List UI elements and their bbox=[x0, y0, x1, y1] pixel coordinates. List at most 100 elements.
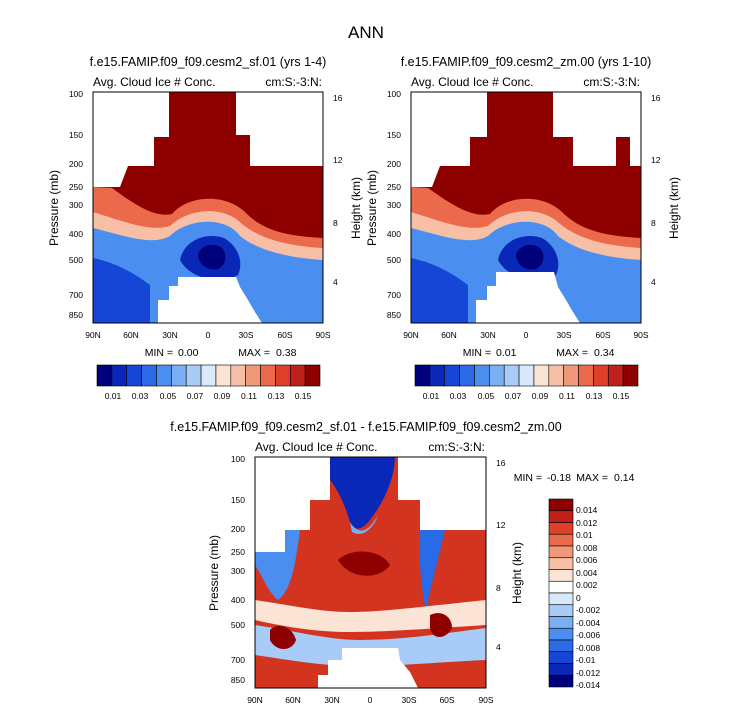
y-axis-label: Pressure (mb) bbox=[47, 170, 61, 246]
lower-left-blue bbox=[411, 258, 468, 323]
min-label: MIN = bbox=[463, 347, 491, 359]
lower-left-blue bbox=[93, 258, 150, 323]
y-tick-label: 250 bbox=[69, 182, 83, 192]
right-blue-streak bbox=[419, 530, 445, 610]
colorbar-swatch bbox=[126, 364, 142, 387]
colorbar-swatch bbox=[548, 545, 574, 559]
panel-sf01: f.e15.FAMIP.f09_f09.cesm2_sf.01 (yrs 1-4… bbox=[47, 55, 363, 401]
y-tick-label: 250 bbox=[387, 182, 401, 192]
x-ticks: 90N 60N 30N 0 30S 60S 90S bbox=[85, 330, 331, 340]
field-label: Avg. Cloud Ice # Conc. bbox=[411, 75, 534, 89]
colorbar-swatch bbox=[111, 364, 128, 387]
y2-ticks: 16 12 8 4 bbox=[496, 458, 506, 652]
colorbar-swatch bbox=[533, 364, 550, 387]
colorbar-swatch bbox=[171, 364, 187, 387]
y-ticks: 100 150 200 250 300 400 500 700 850 bbox=[231, 454, 245, 685]
colorbar-label: 0.13 bbox=[586, 391, 603, 401]
colorbar-swatch bbox=[215, 364, 232, 387]
colorbar-swatch bbox=[548, 592, 574, 606]
colorbar-label: 0.11 bbox=[559, 391, 575, 401]
surface-data-gap bbox=[158, 277, 262, 323]
panel-title: f.e15.FAMIP.f09_f09.cesm2_sf.01 (yrs 1-4… bbox=[90, 55, 327, 69]
y-tick-label: 850 bbox=[69, 310, 83, 320]
left-blue-column bbox=[255, 530, 300, 600]
colorbar-label: 0 bbox=[576, 593, 581, 603]
y-tick-label: 400 bbox=[387, 229, 401, 239]
colorbar-swatch bbox=[230, 364, 246, 387]
colorbar-label: 0.09 bbox=[214, 391, 231, 401]
y2-tick-label: 8 bbox=[496, 583, 501, 593]
colorbar-swatch bbox=[548, 674, 574, 688]
field-label: Avg. Cloud Ice # Conc. bbox=[93, 75, 216, 89]
y-tick-label: 700 bbox=[387, 290, 401, 300]
x-tick-label: 90N bbox=[85, 330, 101, 340]
colorbar-label: 0.15 bbox=[295, 391, 312, 401]
plot-area bbox=[93, 92, 323, 323]
colorbar-swatch bbox=[622, 364, 639, 387]
panel-title: f.e15.FAMIP.f09_f09.cesm2_sf.01 - f.e15.… bbox=[170, 420, 561, 434]
plot-frame bbox=[92, 91, 324, 324]
y2-tick-label: 12 bbox=[333, 155, 343, 165]
dark-red-pockets bbox=[270, 551, 452, 649]
colorbar-swatch bbox=[245, 364, 261, 387]
plot-frame bbox=[254, 456, 487, 689]
max-value: 0.34 bbox=[594, 347, 615, 359]
x-tick-label: 0 bbox=[206, 330, 211, 340]
min-value: 0.01 bbox=[496, 347, 517, 359]
colorbar-swatch bbox=[489, 364, 505, 387]
y2-axis-label: Height (km) bbox=[667, 177, 681, 239]
colorbar-swatch bbox=[548, 604, 574, 617]
y-tick-label: 200 bbox=[231, 524, 245, 534]
colorbar-label: 0.09 bbox=[532, 391, 549, 401]
y-tick-label: 400 bbox=[231, 595, 245, 605]
y-tick-label: 100 bbox=[387, 89, 401, 99]
y-tick-label: 850 bbox=[231, 675, 245, 685]
panel-title: f.e15.FAMIP.f09_f09.cesm2_zm.00 (yrs 1-1… bbox=[401, 55, 652, 69]
x-tick-label: 30N bbox=[324, 695, 340, 705]
colorbar-label: -0.004 bbox=[576, 618, 600, 628]
x-tick-label: 90S bbox=[633, 330, 648, 340]
y-tick-label: 100 bbox=[69, 89, 83, 99]
darkest-blue-core bbox=[198, 244, 226, 270]
colorbar-swatch bbox=[414, 364, 431, 387]
colorbar-label: -0.006 bbox=[576, 630, 600, 640]
upper-blue-anomaly bbox=[330, 457, 395, 529]
plot-frame bbox=[410, 91, 642, 324]
colorbar-swatch bbox=[185, 364, 202, 387]
x-tick-label: 90N bbox=[403, 330, 419, 340]
y-tick-label: 300 bbox=[387, 200, 401, 210]
colorbar-labels: 0.014 0.012 0.01 0.008 0.006 0.004 0.002… bbox=[576, 505, 600, 690]
y2-tick-label: 4 bbox=[651, 277, 656, 287]
darkest-blue-core bbox=[516, 244, 544, 270]
colorbar-swatch bbox=[96, 364, 113, 387]
x-tick-label: 0 bbox=[368, 695, 373, 705]
stats-line: MIN = 0.01 MAX = 0.34 bbox=[463, 347, 615, 359]
max-value: 0.38 bbox=[276, 347, 297, 359]
colorbar-label: 0.01 bbox=[105, 391, 122, 401]
colorbar-swatch bbox=[548, 627, 574, 641]
colorbar-swatch bbox=[548, 616, 574, 629]
x-ticks: 90N 60N 30N 0 30S 60S 90S bbox=[247, 695, 494, 705]
colorbar-label: 0.014 bbox=[576, 505, 598, 515]
y2-tick-label: 16 bbox=[496, 458, 506, 468]
colorbar-swatch bbox=[548, 580, 574, 594]
y-axis-label: Pressure (mb) bbox=[207, 535, 221, 611]
x-tick-label: 60N bbox=[285, 695, 301, 705]
min-value: 0.00 bbox=[178, 347, 199, 359]
y-tick-label: 150 bbox=[231, 495, 245, 505]
colorbar-label: 0.03 bbox=[450, 391, 467, 401]
y2-tick-label: 12 bbox=[651, 155, 661, 165]
colorbar-swatch bbox=[548, 663, 574, 676]
colorbar-labels: 0.01 0.03 0.05 0.07 0.09 0.11 0.13 0.15 bbox=[105, 391, 312, 401]
y-ticks: 100 150 200 250 300 400 500 700 850 bbox=[387, 89, 401, 320]
units-label: cm:S:-3:N: bbox=[265, 75, 322, 89]
colorbar-swatch bbox=[444, 364, 460, 387]
colorbar-swatch bbox=[304, 364, 321, 387]
colorbar-label: 0.01 bbox=[576, 530, 593, 540]
y-tick-label: 200 bbox=[387, 159, 401, 169]
colorbar-swatch bbox=[518, 364, 535, 387]
y2-tick-label: 16 bbox=[333, 93, 343, 103]
colorbar-label: -0.012 bbox=[576, 668, 600, 678]
colorbar-label: 0.002 bbox=[576, 580, 598, 590]
